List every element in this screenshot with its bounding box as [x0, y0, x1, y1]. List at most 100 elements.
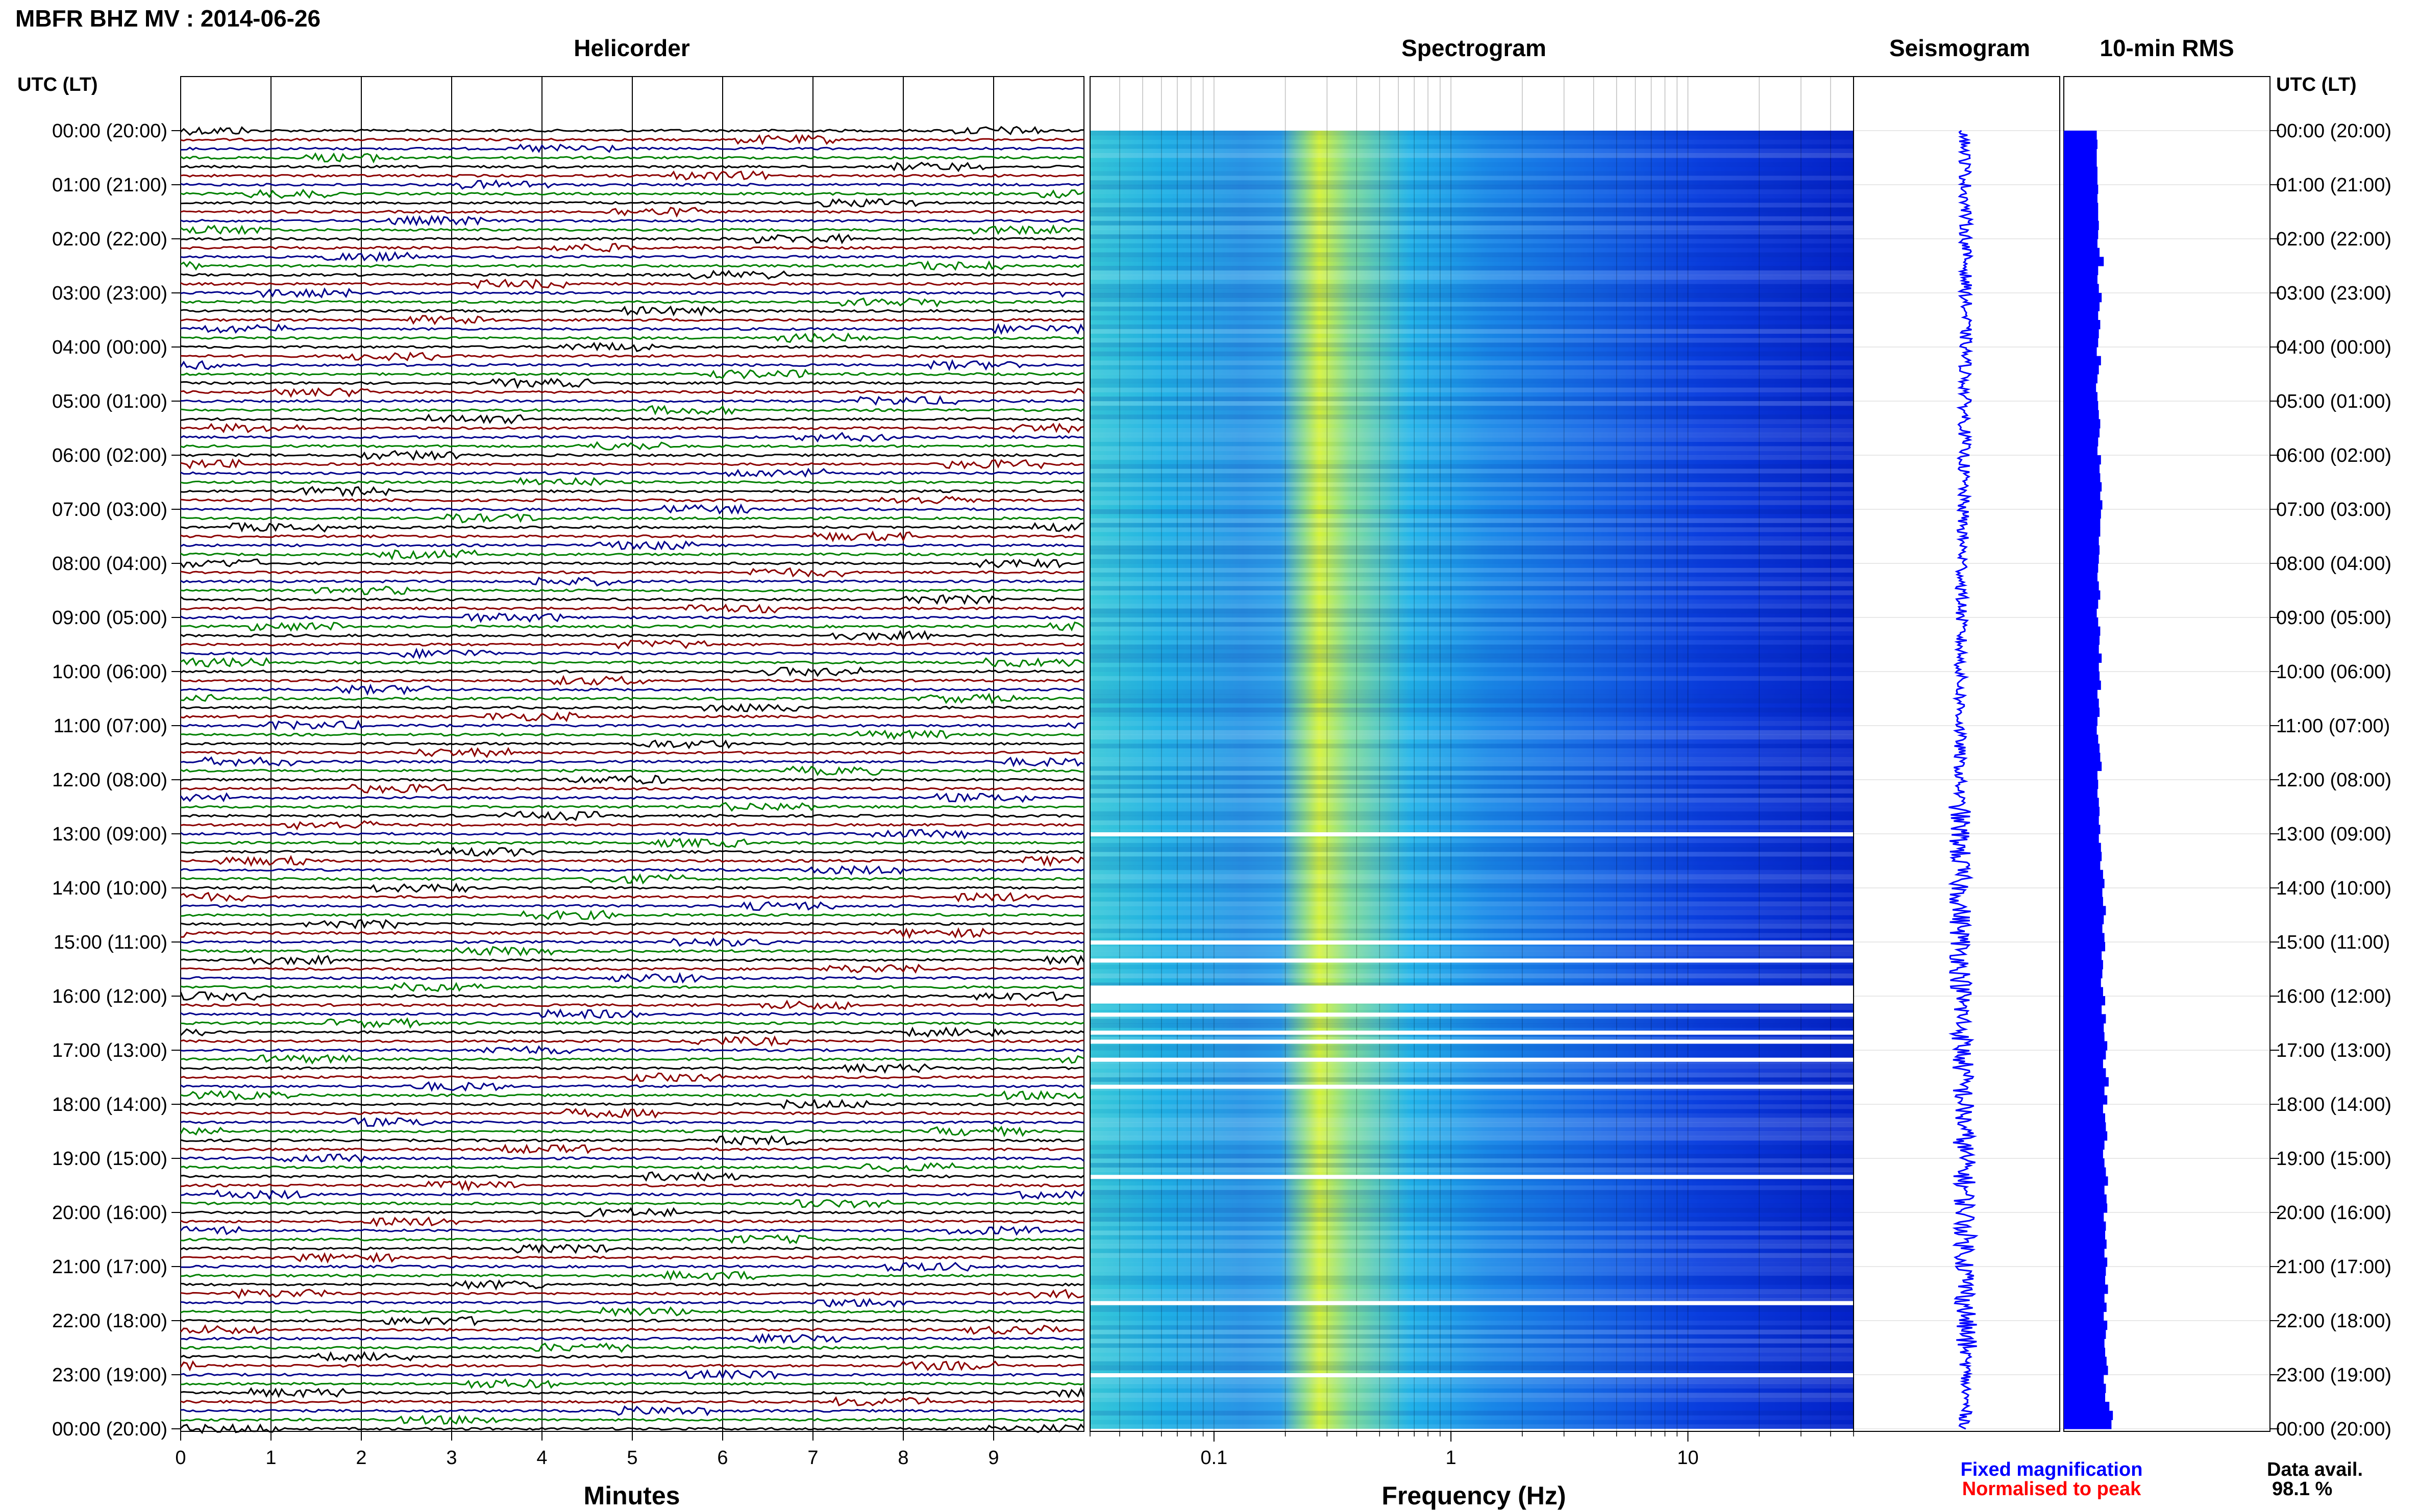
rms-bar-137	[2064, 1366, 2108, 1375]
helicorder-trace-18	[180, 287, 1084, 299]
helicorder-trace-59	[180, 657, 1084, 668]
time-label-left-5: 05:00 (01:00)	[52, 391, 167, 412]
time-label-right-12: 12:00 (08:00)	[2276, 770, 2391, 791]
spectrogram-row-15	[1090, 198, 1854, 203]
spectrogram-panel	[1090, 76, 1854, 1432]
spectrogram-row-123	[1090, 685, 1854, 690]
rms-bar-122	[2064, 1230, 2106, 1240]
spectrogram-row-165	[1090, 874, 1854, 879]
helicorder-trace-19	[180, 298, 1084, 308]
helicorder-trace-21	[180, 315, 1084, 326]
rms-bar-116	[2064, 1176, 2108, 1186]
spectrogram-row-21	[1090, 225, 1854, 230]
rms-bar-121	[2064, 1221, 2106, 1231]
helicorder-trace-8	[180, 198, 1084, 208]
spectrogram-row-46	[1090, 338, 1854, 343]
spectrogram-row-4	[1090, 148, 1854, 154]
rms-bar-15	[2064, 266, 2099, 276]
rms-bar-89	[2064, 933, 2105, 943]
spectrogram-row-233	[1090, 1181, 1854, 1185]
spectrogram-row-40	[1090, 311, 1854, 315]
spectrogram-row-208	[1090, 1068, 1854, 1073]
spectrogram-row-248	[1090, 1248, 1854, 1253]
rms-bar-131	[2064, 1311, 2104, 1321]
helicorder-trace-87	[180, 909, 1084, 921]
spectrogram-row-5	[1090, 153, 1854, 158]
spectrogram-row-194	[1090, 1005, 1854, 1010]
spectrogram-row-205	[1090, 1054, 1854, 1060]
spectrogram-row-243	[1090, 1226, 1854, 1231]
helicorder-trace-37	[180, 458, 1084, 469]
helicorder-trace-106	[180, 1081, 1084, 1092]
time-label-right-16: 16:00 (12:00)	[2276, 986, 2391, 1007]
rms-bar-143	[2064, 1420, 2112, 1429]
helicorder-trace-82	[180, 864, 1084, 876]
helicorder-trace-44	[180, 522, 1084, 533]
time-label-left-1: 01:00 (21:00)	[52, 175, 167, 196]
spectrogram-row-255	[1090, 1280, 1854, 1285]
helicorder-trace-10	[180, 214, 1084, 227]
rms-bar-126	[2064, 1267, 2106, 1276]
helicorder-trace-25	[180, 352, 1084, 362]
time-label-left-10: 10:00 (06:00)	[52, 661, 167, 683]
rms-bar-99	[2064, 1023, 2104, 1033]
spectrogram-row-264	[1090, 1321, 1854, 1326]
spectrogram-row-104	[1090, 599, 1854, 604]
rms-bar-29	[2064, 392, 2097, 402]
spectrogram-row-11	[1090, 180, 1854, 185]
spectrogram-row-161	[1090, 856, 1854, 861]
rms-bar-102	[2064, 1050, 2106, 1060]
helicorder-trace-84	[180, 882, 1084, 894]
helicorder-panel	[180, 76, 1085, 1434]
helicorder-trace-85	[180, 891, 1084, 903]
time-label-left-15: 15:00 (11:00)	[54, 932, 167, 953]
time-label-left-12: 12:00 (08:00)	[52, 770, 167, 791]
rms-bar-19	[2064, 302, 2100, 311]
rms-bar-50	[2064, 581, 2099, 591]
spectrogram-row-268	[1090, 1339, 1854, 1344]
rms-bar-111	[2064, 1131, 2108, 1141]
rms-bar-132	[2064, 1321, 2108, 1330]
rms-bar-45	[2064, 536, 2099, 546]
rms-bar-127	[2064, 1275, 2106, 1285]
helicorder-trace-123	[180, 1234, 1084, 1244]
helicorder-trace-62	[180, 683, 1084, 696]
rms-bar-46	[2064, 545, 2100, 555]
spectrogram-row-174	[1090, 915, 1854, 920]
helicorder-trace-73	[180, 783, 1084, 794]
spectrogram-row-117	[1090, 658, 1854, 663]
spectrogram-row-29	[1090, 261, 1854, 266]
helicorder-trace-39	[180, 477, 1084, 486]
spectrogram-row-259	[1090, 1298, 1854, 1303]
spectrogram-row-65	[1090, 424, 1854, 428]
rms-bar-5	[2064, 176, 2097, 185]
spectrogram-row-281	[1090, 1397, 1854, 1402]
spectrogram-row-252	[1090, 1267, 1854, 1272]
rms-bar-69	[2064, 753, 2101, 762]
spectrogram-gap-3	[1090, 985, 1854, 1004]
spectrogram-row-2	[1090, 140, 1854, 144]
time-label-right-5: 05:00 (01:00)	[2276, 391, 2391, 412]
spectrogram-row-141	[1090, 766, 1854, 771]
spectrogram-row-229	[1090, 1162, 1854, 1168]
spectrogram-row-211	[1090, 1081, 1854, 1087]
rms-bar-57	[2064, 645, 2099, 654]
spectrogram-row-214	[1090, 1095, 1854, 1100]
helicorder-trace-137	[180, 1360, 1084, 1372]
spectrogram-row-48	[1090, 347, 1854, 352]
rms-bar-85	[2064, 897, 2103, 906]
rms-bar-61	[2064, 680, 2101, 690]
helicorder-trace-86	[180, 901, 1084, 911]
helicorder-trace-98	[180, 1008, 1084, 1020]
spectrogram-row-16	[1090, 203, 1854, 208]
spectrogram-row-56	[1090, 383, 1854, 388]
rms-bar-135	[2064, 1348, 2106, 1357]
spectrogram-row-3	[1090, 144, 1854, 149]
spectrogram-row-20	[1090, 220, 1854, 226]
helicorder-trace-97	[180, 999, 1084, 1010]
spectrogram-row-140	[1090, 761, 1854, 766]
spectrogram-row-63	[1090, 414, 1854, 419]
spectrogram-row-142	[1090, 771, 1854, 776]
spectrogram-row-78	[1090, 482, 1854, 487]
rms-bar-40	[2064, 491, 2101, 501]
